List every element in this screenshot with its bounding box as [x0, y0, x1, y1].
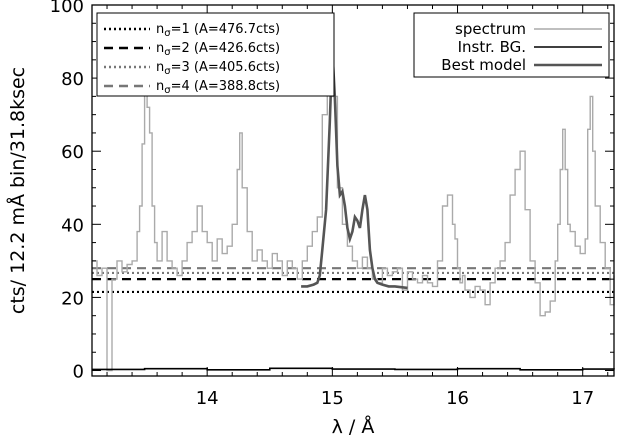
legend-left-label: nσ=4 (A=388.8cts) — [156, 79, 280, 96]
x-tick-label: 17 — [571, 388, 594, 409]
y-axis-label: cts/ 12.2 mÅ bin/31.8ksec — [6, 67, 29, 314]
x-axis-label: λ / Å — [332, 415, 375, 438]
legend-right-box — [413, 12, 610, 78]
legend-left-label: nσ=3 (A=405.6cts) — [156, 60, 280, 77]
legend-left-label: nσ=2 (A=426.6cts) — [156, 41, 280, 58]
y-tick-label: 60 — [61, 142, 84, 163]
legend-left: nσ=1 (A=476.7cts) nσ=2 (A=426.6cts) nσ=3 (… — [96, 12, 335, 97]
x-tick-label: 16 — [446, 388, 469, 409]
legend-left-label: nσ=1 (A=476.7cts) — [156, 22, 280, 39]
series-instr-bg — [92, 367, 615, 371]
y-tick-label: 80 — [61, 69, 84, 90]
series-spectrum — [92, 59, 615, 372]
legend-left-box — [96, 12, 335, 97]
y-tick-label: 0 — [73, 362, 84, 383]
legend-right-label: Best model — [441, 56, 526, 74]
legend-right-label: spectrum — [455, 20, 526, 38]
plot-frame — [91, 4, 615, 377]
y-tick-label: 100 — [50, 0, 84, 17]
x-tick-label: 15 — [321, 388, 344, 409]
series-best-model — [301, 48, 408, 290]
y-tick-label: 20 — [61, 288, 84, 309]
x-tick-label: 14 — [196, 388, 219, 409]
y-tick-label: 40 — [61, 215, 84, 236]
legend-right-label: Instr. BG. — [458, 38, 526, 56]
